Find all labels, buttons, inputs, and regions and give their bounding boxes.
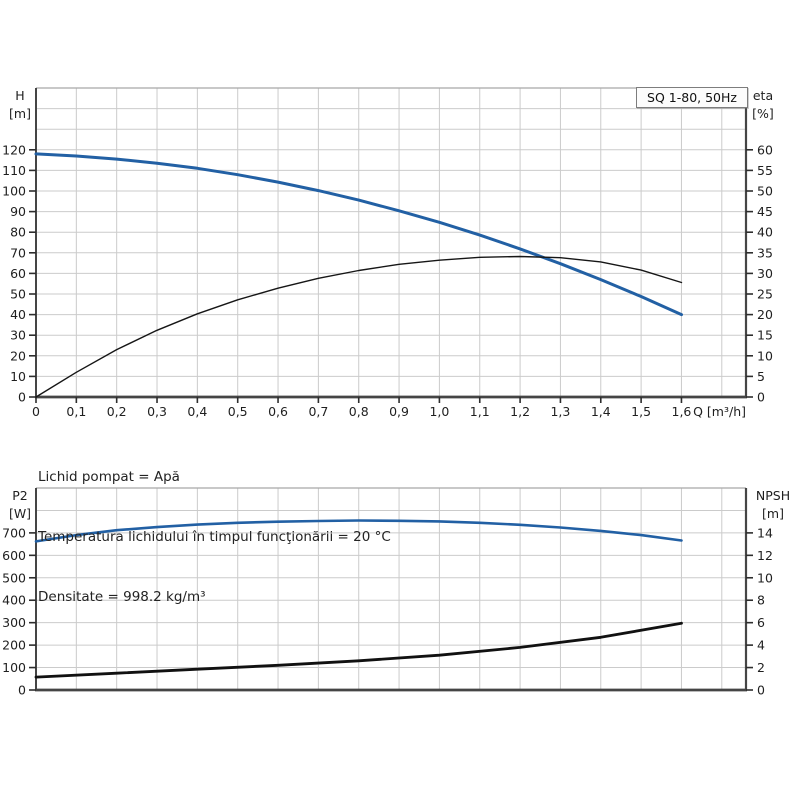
right-axis-tick-label: 55: [757, 163, 773, 178]
right-axis-tick-label: 6: [757, 615, 765, 630]
right-axis-tick-label: 60: [757, 142, 773, 157]
left-axis-tick-label: 80: [10, 225, 26, 240]
right-axis-unit: [%]: [752, 106, 774, 121]
left-axis-tick-label: 600: [2, 548, 26, 563]
x-axis-tick-label: 0,6: [268, 404, 288, 419]
left-axis-tick-label: 60: [10, 266, 26, 281]
head-curve: [34, 152, 683, 317]
p2-curve: [34, 519, 683, 543]
left-axis-tick-label: 300: [2, 615, 26, 630]
left-axis-tick-label: 200: [2, 638, 26, 653]
right-axis-tick-label: 30: [757, 266, 773, 281]
gridlines: [36, 88, 746, 397]
left-axis-tick-label: 400: [2, 593, 26, 608]
right-axis-tick-label: 0: [757, 683, 765, 698]
right-axis-name: NPSH: [756, 488, 790, 503]
right-axis-tick-label: 20: [757, 307, 773, 322]
chart-p2-npsh: 0 100 200 300 400 500 600 700 0 2 4 6 8 10 12 14 P2 [W] NP…: [2, 487, 790, 698]
right-axis-tick-label: 45: [757, 204, 773, 219]
right-axis-tick-label: 8: [757, 593, 765, 608]
liquid-info-block: Lichid pompat = Apă Temperatura lichidul…: [38, 427, 391, 647]
right-axis-tick-label: 4: [757, 638, 765, 653]
left-axis-tick-label: 500: [2, 570, 26, 585]
x-axis-tick-label: 1,1: [470, 404, 490, 419]
x-axis-tick-label: 0,5: [228, 404, 248, 419]
right-axis-tick-label: 35: [757, 245, 773, 260]
left-axis-tick-label: 0: [18, 683, 26, 698]
left-axis-tick-label: 110: [2, 163, 26, 178]
chart-qh-eta: 0 10 20 30 40 50 60 70 80 90 100 110 120 0 5 10 15 20 25 30…: [2, 87, 774, 419]
efficiency-curve: [35, 255, 683, 398]
x-axis-tick-label: 1,3: [550, 404, 570, 419]
x-axis-tick-label: 1,6: [672, 404, 692, 419]
left-axis-tick-label: 10: [10, 369, 26, 384]
right-axis-tick-label: 25: [757, 287, 773, 302]
left-axis-tick-label: 20: [10, 348, 26, 363]
left-axis-tick-label: 100: [2, 184, 26, 199]
x-axis-tick-label: 0: [32, 404, 40, 419]
x-axis-tick-label: 0,3: [147, 404, 167, 419]
right-axis-tick-label: 2: [757, 660, 765, 675]
npsh-curve: [34, 621, 683, 679]
info-line-pumped-liquid: Lichid pompat = Apă: [38, 469, 180, 485]
x-axis-tick-label: 0,1: [66, 404, 86, 419]
right-axis-tick-label: 0: [757, 390, 765, 405]
x-axis-tick-label: 1,0: [429, 404, 449, 419]
x-axis-tick-label: 0,4: [187, 404, 207, 419]
right-axis-tick-label: 5: [757, 369, 765, 384]
left-axis-tick-label: 90: [10, 204, 26, 219]
right-axis-tick-label: 14: [757, 525, 773, 540]
right-axis-tick-label: 40: [757, 225, 773, 240]
right-axis-name: eta: [753, 88, 773, 103]
x-axis-tick-label: 0,9: [389, 404, 409, 419]
left-axis-tick-label: 120: [2, 142, 26, 157]
right-axis-tick-label: 10: [757, 348, 773, 363]
x-axis-tick-label: 1,5: [631, 404, 651, 419]
right-axis-tick-label: 12: [757, 548, 773, 563]
left-axis-tick-label: 100: [2, 660, 26, 675]
info-line-liquid-temperature: Temperatura lichidului în timpul funcţio…: [38, 529, 391, 545]
x-axis-tick-label: 1,2: [510, 404, 530, 419]
right-axis-unit: [m]: [762, 506, 784, 521]
x-axis-unit-label: Q [m³/h]: [693, 404, 746, 419]
left-axis-tick-label: 50: [10, 287, 26, 302]
x-axis-tick-label: 0,8: [349, 404, 369, 419]
info-line-density: Densitate = 998.2 kg/m³: [38, 589, 206, 605]
x-axis-tick-label: 0,7: [308, 404, 328, 419]
left-axis-tick-label: 70: [10, 245, 26, 260]
left-axis-name: H: [15, 88, 24, 103]
right-axis-tick-label: 50: [757, 184, 773, 199]
left-axis-tick-label: 40: [10, 307, 26, 322]
right-axis-tick-label: 15: [757, 328, 773, 343]
left-axis-tick-label: 0: [18, 390, 26, 405]
x-axis-tick-label: 0,2: [107, 404, 127, 419]
right-axis-tick-label: 10: [757, 570, 773, 585]
left-axis-name: P2: [12, 488, 28, 503]
left-axis-unit: [m]: [9, 106, 31, 121]
left-axis-tick-label: 30: [10, 328, 26, 343]
left-axis-tick-label: 700: [2, 525, 26, 540]
left-axis-unit: [W]: [9, 506, 31, 521]
x-axis-tick-label: 1,4: [591, 404, 611, 419]
chart-title-box: SQ 1-80, 50Hz: [636, 87, 748, 108]
chart-title: SQ 1-80, 50Hz: [647, 90, 737, 105]
